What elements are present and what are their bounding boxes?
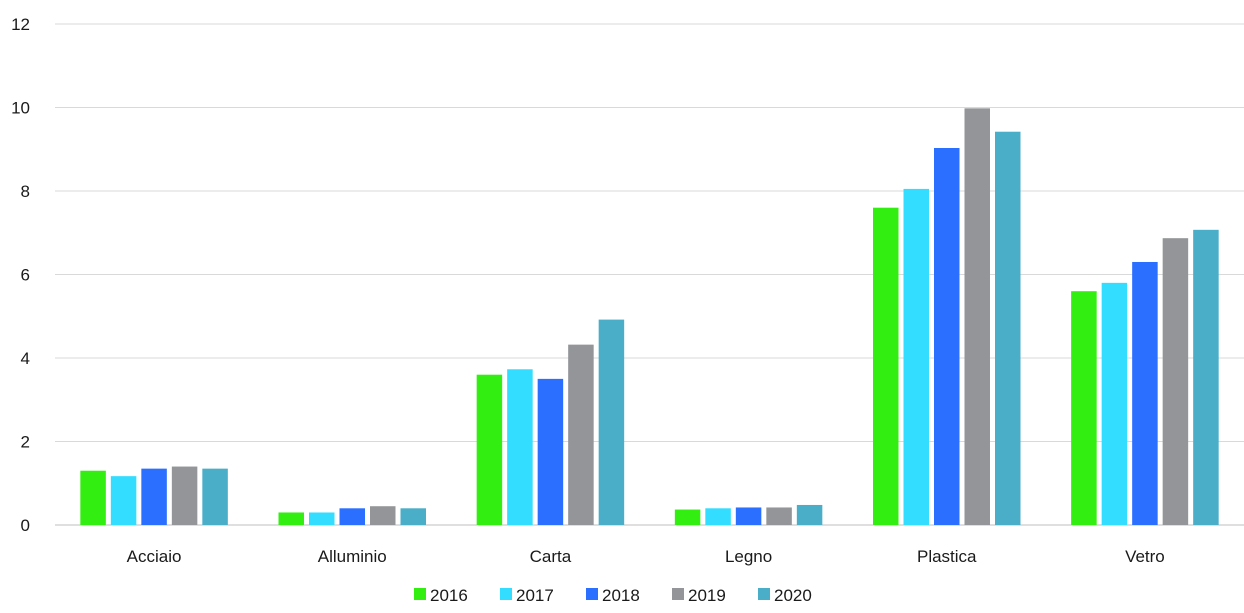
y-tick-label: 12 [11,15,30,34]
bar-acciaio-2017 [110,476,137,525]
bar-alluminio-2020 [400,508,426,525]
grid-layer [55,23,1244,526]
bar-carta-2019 [568,344,594,525]
bar-legno-2019 [766,507,792,525]
legend-label: 2020 [774,586,812,605]
bar-acciaio-2016 [80,470,106,525]
bar-vetro-2018 [1132,261,1158,525]
bar-alluminio-2017 [309,512,335,525]
y-tick-label: 6 [21,266,30,285]
legend-swatch-2016 [414,588,426,600]
bars-layer [80,108,1219,526]
bar-vetro-2017 [1101,282,1128,525]
y-tick-label: 10 [11,99,30,118]
bar-carta-2020 [598,319,625,525]
legend-label: 2016 [430,586,468,605]
bar-alluminio-2018 [339,508,365,525]
bar-plastica-2017 [903,188,929,525]
x-category-label: Legno [725,547,772,566]
bar-carta-2018 [537,378,564,525]
y-tick-label: 0 [21,516,30,535]
y-tick-label: 2 [21,433,30,452]
bar-carta-2017 [507,369,533,525]
legend-label: 2017 [516,586,554,605]
bar-acciaio-2019 [171,466,198,525]
y-axis-ticks: 0 2 4 6 8 10 12 [11,15,30,535]
bar-carta-2016 [476,374,503,525]
bar-plastica-2018 [934,147,960,525]
legend-label: 2019 [688,586,726,605]
legend-swatch-2019 [672,588,684,600]
legend: 2016 2017 2018 2019 2020 [414,586,812,605]
bar-vetro-2016 [1071,291,1097,525]
bar-alluminio-2019 [370,506,396,525]
y-tick-label: 4 [21,349,30,368]
bar-legno-2017 [705,508,731,525]
bar-legno-2018 [735,507,762,525]
bar-legno-2016 [674,509,701,525]
x-axis-categories: Acciaio Alluminio Carta Legno Plastica Vetro [127,547,1165,566]
x-category-label: Vetro [1125,547,1165,566]
bar-plastica-2019 [964,108,990,526]
bar-plastica-2016 [873,207,899,525]
y-tick-label: 8 [21,182,30,201]
bar-acciaio-2018 [141,468,167,525]
x-category-label: Plastica [917,547,977,566]
bar-alluminio-2016 [278,512,304,525]
legend-swatch-2020 [758,588,770,600]
bar-acciaio-2020 [202,468,228,525]
x-category-label: Acciaio [127,547,182,566]
bar-vetro-2019 [1162,238,1189,526]
x-category-label: Carta [530,547,572,566]
bar-plastica-2020 [995,131,1021,525]
legend-swatch-2017 [500,588,512,600]
bar-legno-2020 [796,504,823,525]
x-category-label: Alluminio [318,547,387,566]
legend-label: 2018 [602,586,640,605]
legend-swatch-2018 [586,588,598,600]
bar-vetro-2020 [1193,229,1219,525]
